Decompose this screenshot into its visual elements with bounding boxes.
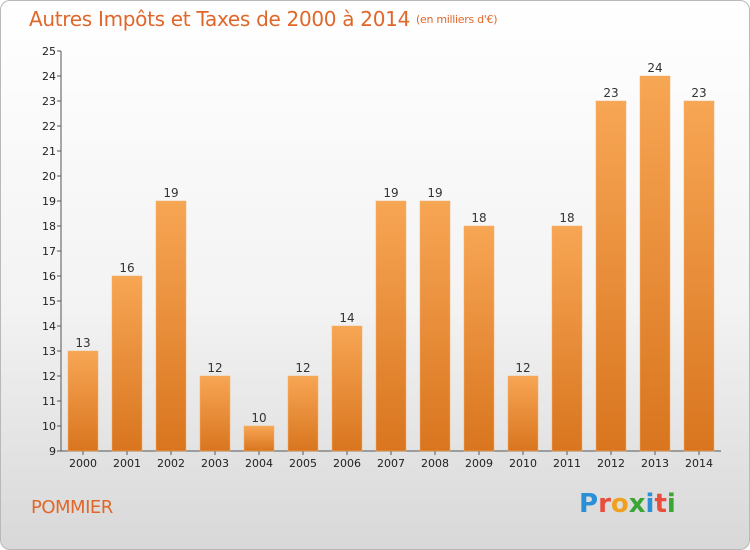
bar	[67, 350, 99, 452]
bar	[683, 100, 715, 452]
logo-letter: t	[654, 489, 667, 519]
unit-label: (en milliers d'€)	[416, 13, 498, 26]
data-label: 12	[207, 361, 222, 375]
y-tick-label: 24	[42, 70, 56, 83]
bar	[419, 200, 451, 452]
x-tick-label: 2011	[553, 457, 581, 470]
bar	[463, 225, 495, 452]
y-tick-label: 25	[42, 45, 56, 58]
bar	[375, 200, 407, 452]
logo-letter: r	[598, 489, 611, 519]
x-tick-label: 2009	[465, 457, 493, 470]
title-text: Autres Impôts et Taxes de 2000 à 2014	[29, 7, 410, 31]
data-label: 19	[163, 186, 178, 200]
data-label: 23	[603, 86, 618, 100]
x-tick-label: 2012	[597, 457, 625, 470]
data-label: 14	[339, 311, 354, 325]
y-tick-label: 13	[42, 345, 56, 358]
x-tick-label: 2000	[69, 457, 97, 470]
y-tick-label: 14	[42, 320, 56, 333]
bar	[287, 375, 319, 452]
chart-title: Autres Impôts et Taxes de 2000 à 2014 (en…	[29, 7, 497, 31]
place-name: POMMIER	[31, 497, 113, 518]
bar	[199, 375, 231, 452]
data-label: 18	[559, 211, 574, 225]
bar	[111, 275, 143, 452]
logo-letter: i	[645, 489, 655, 519]
y-tick-label: 17	[42, 245, 56, 258]
bar	[551, 225, 583, 452]
bar	[243, 425, 275, 452]
data-label: 24	[647, 61, 662, 75]
data-label: 18	[471, 211, 486, 225]
x-tick-label: 2004	[245, 457, 273, 470]
logo-letter: i	[666, 489, 676, 519]
x-tick-label: 2005	[289, 457, 317, 470]
x-tick-label: 2006	[333, 457, 361, 470]
x-tick-label: 2013	[641, 457, 669, 470]
data-label: 19	[383, 186, 398, 200]
y-tick-label: 10	[42, 420, 56, 433]
x-tick-label: 2014	[685, 457, 713, 470]
x-tick-label: 2008	[421, 457, 449, 470]
y-tick-label: 23	[42, 95, 56, 108]
bar	[595, 100, 627, 452]
x-tick-label: 2003	[201, 457, 229, 470]
y-tick-label: 19	[42, 195, 56, 208]
data-label: 10	[251, 411, 266, 425]
data-label: 16	[119, 261, 134, 275]
data-label: 13	[75, 336, 90, 350]
bar	[507, 375, 539, 452]
y-tick-label: 9	[49, 445, 56, 458]
y-tick-label: 15	[42, 295, 56, 308]
data-label: 19	[427, 186, 442, 200]
y-tick-label: 11	[42, 395, 56, 408]
data-label: 12	[515, 361, 530, 375]
y-tick-label: 21	[42, 145, 56, 158]
y-tick-label: 18	[42, 220, 56, 233]
logo-letter: P	[579, 489, 599, 519]
x-tick-label: 2001	[113, 457, 141, 470]
y-tick-label: 12	[42, 370, 56, 383]
proxiti-logo: Proxiti	[579, 489, 676, 519]
x-tick-label: 2002	[157, 457, 185, 470]
bar	[639, 75, 671, 452]
logo-letter: o	[610, 489, 629, 519]
bar	[155, 200, 187, 452]
y-tick-label: 22	[42, 120, 56, 133]
bar	[331, 325, 363, 452]
y-tick-label: 16	[42, 270, 56, 283]
y-tick-label: 20	[42, 170, 56, 183]
data-label: 23	[691, 86, 706, 100]
logo-letter: x	[628, 489, 646, 519]
x-tick-label: 2007	[377, 457, 405, 470]
x-tick-label: 2010	[509, 457, 537, 470]
data-label: 12	[295, 361, 310, 375]
